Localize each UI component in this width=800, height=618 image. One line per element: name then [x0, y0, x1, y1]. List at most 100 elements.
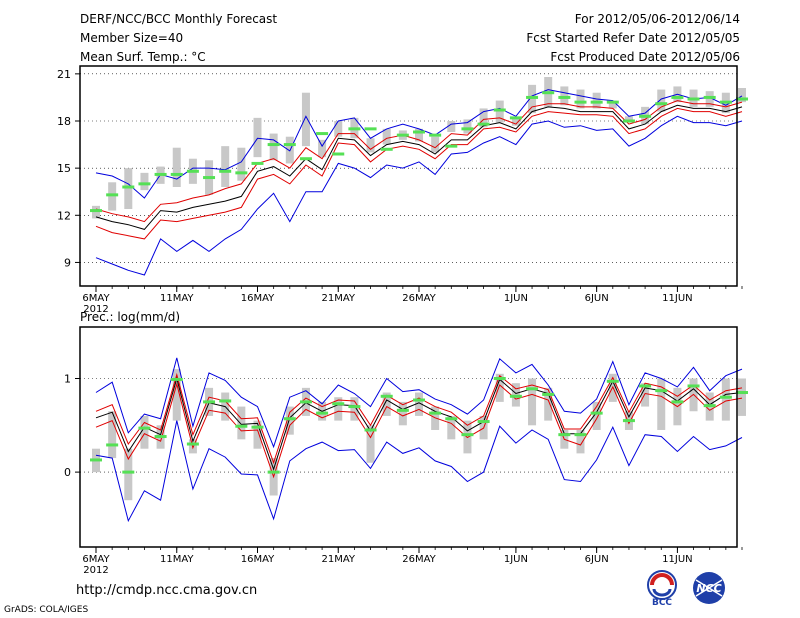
- chart1-series-maximum: [95, 89, 743, 199]
- chart1-ensemble-marker: [606, 100, 619, 104]
- chart2-ensemble-marker: [106, 443, 119, 447]
- chart2-ensemble-marker: [203, 400, 216, 404]
- chart2-xtick-label: 6JUN: [585, 554, 609, 565]
- chart1-plot-frame: [79, 65, 738, 287]
- chart2-spread-box: [172, 369, 181, 421]
- chart2-series-maximum: [95, 357, 743, 449]
- bcc-logo-text: BCC: [652, 598, 672, 608]
- chart1-ensemble-marker: [590, 100, 603, 104]
- chart2-ensemble-marker: [542, 392, 555, 396]
- chart1-spread-box: [253, 117, 262, 158]
- chart2-xtick-label: 11JUN: [662, 554, 692, 565]
- chart1-xtick-label: 16MAY: [241, 293, 275, 304]
- chart1-ensemble-marker: [203, 176, 216, 180]
- chart2-spread-box: [350, 397, 359, 421]
- chart1-ensemble-marker: [574, 100, 587, 104]
- chart1-spread-box: [528, 84, 537, 114]
- chart2-spread-box: [592, 401, 601, 430]
- chart1-ensemble-marker: [154, 172, 167, 176]
- chart1-series-minimum: [95, 115, 743, 276]
- chart1-spread-box: [592, 92, 601, 109]
- chart2-spread-box: [544, 387, 553, 421]
- chart2-ensemble-marker: [590, 411, 603, 415]
- chart2-spread-box: [124, 448, 133, 501]
- chart1-spread-box: [447, 121, 456, 132]
- chart2-ensemble-marker: [687, 384, 700, 388]
- chart1-spread-box: [657, 89, 666, 112]
- chart2-ensemble-marker: [574, 433, 587, 437]
- chart2-series-ensemble-mean: [95, 376, 743, 471]
- chart2-ensemble-marker: [413, 398, 425, 402]
- chart2-ensemble-marker: [703, 404, 716, 408]
- chart2-ensemble-marker: [348, 405, 361, 409]
- chart2-spread-box: [495, 373, 504, 402]
- produced-date: Fcst Produced Date 2012/05/06: [550, 50, 740, 64]
- chart1-ensemble-marker: [396, 133, 409, 137]
- chart2-ensemble-marker: [332, 402, 345, 406]
- chart2-spread-box: [738, 378, 746, 416]
- chart1-ytick-label: 9: [64, 256, 71, 269]
- chart2-spread-box: [447, 415, 456, 440]
- chart2-ensemble-marker: [154, 435, 167, 439]
- chart1-ensemble-marker: [106, 193, 119, 197]
- chart2-xtick-label: 26MAY: [402, 554, 436, 565]
- chart1-spread-box: [705, 91, 714, 107]
- chart2-ytick-label: 0: [64, 466, 71, 479]
- chart1-ensemble-marker: [251, 161, 264, 165]
- chart1-spread-box: [366, 138, 375, 153]
- chart2-ensemble-marker: [90, 458, 102, 462]
- chart2-spread-box: [140, 415, 149, 449]
- bcc-logo: BCC: [647, 570, 677, 608]
- chart2-xtick-label: 21MAY: [321, 554, 355, 565]
- chart1-ensemble-marker: [493, 108, 506, 112]
- member-size: Member Size=40: [80, 31, 184, 45]
- chart1-series-upper-spread: [95, 100, 743, 223]
- chart1-xtick-label: 1JUN: [504, 293, 528, 304]
- chart2-ensemble-marker: [299, 400, 312, 404]
- chart2-ensemble-marker: [526, 387, 539, 391]
- chart2-series-lower-spread: [95, 382, 743, 479]
- chart2-ensemble-marker: [380, 394, 393, 398]
- chart2-ensemble-marker: [170, 377, 183, 381]
- ncc-logo-text: NCC: [696, 582, 721, 595]
- chart2-ensemble-marker: [364, 428, 377, 432]
- chart2-spread-box: [108, 411, 117, 459]
- chart1-series-ensemble-mean: [95, 104, 743, 230]
- chart2-ensemble-marker: [235, 424, 248, 428]
- chart1-spread-box: [511, 117, 520, 126]
- chart2-ensemble-marker: [283, 417, 296, 421]
- chart2-ensemble-marker: [639, 384, 652, 388]
- chart1-ensemble-marker: [90, 209, 102, 213]
- chart1-spread-box: [624, 116, 633, 123]
- chart1-ensemble-marker: [461, 127, 474, 131]
- chart2-xtick-label: 11MAY: [160, 554, 194, 565]
- chart1-spread-box: [269, 133, 278, 161]
- chart1-ensemble-marker: [639, 114, 652, 118]
- chart1-spread-box: [495, 100, 504, 123]
- chart1-ensemble-marker: [671, 95, 684, 99]
- chart1-xtick-label: 21MAY: [321, 293, 355, 304]
- chart1-spread-box: [382, 128, 391, 145]
- chart2-spread-box: [334, 397, 343, 421]
- chart2-ensemble-marker: [138, 426, 151, 430]
- chart1-series-lower-spread: [95, 107, 743, 240]
- source-url[interactable]: http://cmdp.ncc.cma.gov.cn: [76, 583, 258, 598]
- chart1-ensemble-marker: [316, 132, 329, 136]
- started-date: Fcst Started Refer Date 2012/05/05: [526, 31, 740, 45]
- chart1-spread-box: [221, 146, 230, 187]
- chart2-xtick-label: 16MAY: [241, 554, 275, 565]
- chart2-ensemble-marker: [461, 433, 474, 437]
- chart2-spread-box: [285, 406, 294, 435]
- chart2-ensemble-marker: [655, 389, 668, 393]
- chart1-spread-box: [124, 168, 133, 209]
- chart1-spread-box: [738, 88, 746, 103]
- chart2-ensemble-marker: [736, 391, 748, 395]
- chart2-ensemble-marker: [396, 408, 409, 412]
- chart1-ensemble-marker: [526, 95, 539, 99]
- chart2-spread-box: [721, 378, 730, 421]
- chart1-ensemble-marker: [122, 185, 135, 189]
- chart1-xtick-label: 6JUN: [585, 293, 609, 304]
- chart2-xtick-label: 2012: [83, 565, 108, 576]
- chart1-xtick-label: 11JUN: [662, 293, 692, 304]
- chart1-spread-box: [576, 89, 585, 109]
